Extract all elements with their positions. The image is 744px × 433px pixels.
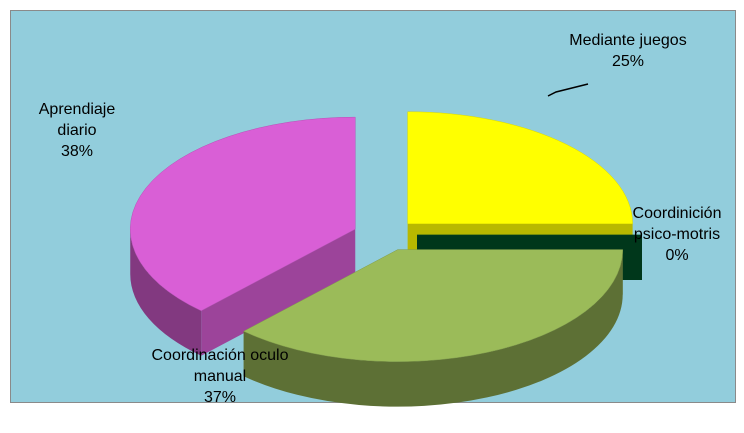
slice-cut-face [201, 229, 356, 356]
slice-top [243, 249, 623, 362]
value-label: 37% [203, 389, 237, 406]
value-label: 25% [611, 53, 645, 70]
value-label: 0% [665, 247, 689, 264]
category-label: Aprendiaje diario [38, 101, 116, 139]
data-label: Mediante juegos 25% [568, 30, 688, 72]
category-label: Coordinición psico-motris [632, 205, 722, 243]
slice-side [243, 249, 623, 407]
category-label: Mediante juegos [569, 32, 687, 49]
slice [130, 116, 356, 356]
leader-line [547, 83, 589, 97]
data-label: Aprendiaje diario 38% [22, 99, 132, 162]
slice-top [130, 116, 356, 312]
slice-side [130, 229, 202, 356]
data-label: Coordinación oculo manual 37% [150, 345, 290, 408]
slice [243, 249, 623, 407]
category-label: Coordinación oculo manual [151, 347, 289, 385]
value-label: 38% [60, 143, 94, 160]
data-label: Coordinición psico-motris 0% [612, 203, 742, 266]
slice-top [407, 111, 633, 224]
